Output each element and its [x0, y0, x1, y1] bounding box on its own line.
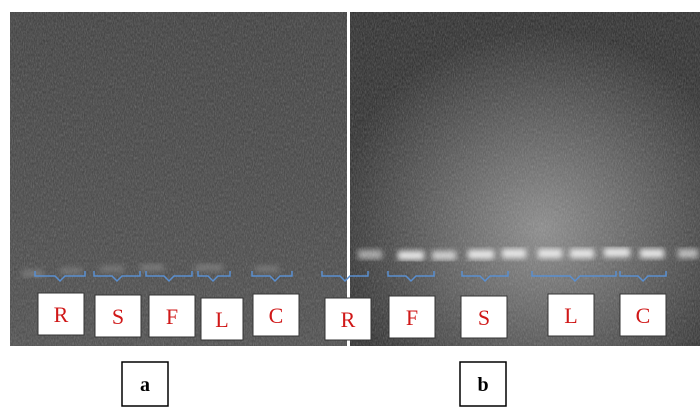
panel-label-box	[121, 361, 169, 407]
label-box	[37, 292, 85, 336]
label-box	[200, 297, 244, 341]
lane-label: C	[636, 303, 651, 328]
lane-label: L	[564, 303, 577, 328]
lane-label: R	[54, 302, 69, 327]
panel-label: a	[140, 374, 150, 396]
panel-label-box	[459, 361, 507, 407]
lane-labels-a: R S F L C	[37, 292, 300, 341]
label-box	[460, 295, 508, 339]
gel-b-noise	[350, 12, 700, 346]
label-box	[94, 294, 142, 338]
lane-label: C	[269, 303, 284, 328]
label-box	[148, 294, 196, 338]
label-box	[252, 293, 300, 337]
label-box	[388, 295, 436, 339]
lane-label: F	[166, 304, 178, 329]
gel-b-bands	[358, 248, 698, 260]
lane-labels-b: R F S L C	[324, 293, 667, 341]
label-box	[619, 293, 667, 337]
gel-a-bands	[22, 264, 279, 277]
lane-label: S	[112, 304, 124, 329]
lane-label: R	[341, 307, 356, 332]
panel-label: b	[477, 374, 488, 396]
label-box	[324, 297, 372, 341]
brackets	[34, 271, 667, 283]
lane-label: S	[478, 305, 490, 330]
gel-a-noise	[10, 12, 347, 346]
lane-label: L	[215, 307, 228, 332]
label-box	[547, 293, 595, 337]
lane-label: F	[406, 305, 418, 330]
